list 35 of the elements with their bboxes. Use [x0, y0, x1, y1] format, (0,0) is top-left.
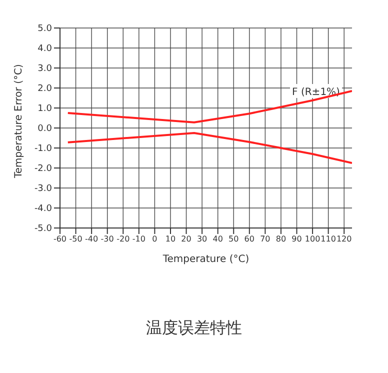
x-tick-label: 40	[212, 234, 223, 244]
x-tick-label: 120	[336, 234, 352, 244]
x-tick-label: 110	[320, 234, 336, 244]
y-tick-label: -4.0	[34, 204, 52, 214]
y-tick-label: -2.0	[34, 164, 52, 174]
x-tick-label: 90	[292, 234, 302, 244]
x-tick-label: 50	[228, 234, 239, 244]
x-tick-label: 0	[152, 234, 158, 244]
x-tick-label: -40	[85, 234, 98, 244]
x-tick-label: -30	[100, 234, 114, 244]
line-series	[66, 132, 352, 164]
x-tick-label: -60	[53, 234, 67, 244]
y-tick-label: 0.0	[38, 124, 52, 134]
y-tick-label: 2.0	[38, 84, 52, 94]
x-tick-label: 60	[244, 234, 254, 244]
y-tick-label: -3.0	[34, 184, 52, 194]
x-tick-label: 30	[196, 234, 208, 244]
x-tick-label: -10	[132, 234, 146, 244]
x-tick-label: -50	[69, 234, 82, 244]
x-tick-label: -20	[116, 234, 130, 244]
y-tick-label: -5.0	[34, 224, 52, 234]
y-tick-label: 3.0	[38, 64, 52, 74]
text: 温度误差特性	[145, 318, 243, 339]
x-tick-label: 100	[304, 234, 320, 244]
x-tick-label: 70	[260, 234, 270, 244]
y-tick-label: -1.0	[34, 144, 52, 154]
y-axis-title: Temperature Error (°C)	[14, 64, 25, 179]
y-tick-label: 1.0	[38, 104, 52, 114]
annotation: F (R±1%)	[292, 87, 340, 98]
x-tick-label: 10	[165, 234, 176, 244]
x-tick-label: 20	[181, 234, 192, 244]
x-tick-label: 80	[276, 234, 286, 244]
x-axis-title: Temperature (°C)	[162, 254, 250, 265]
y-tick-label: 5.0	[38, 24, 52, 34]
y-tick-label: 4.0	[38, 44, 52, 54]
